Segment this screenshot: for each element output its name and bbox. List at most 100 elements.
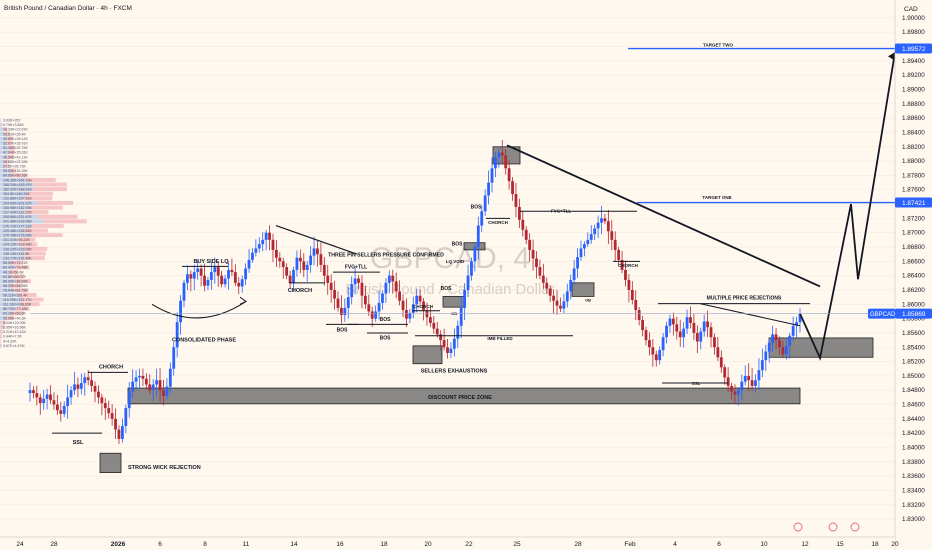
volume-profile-sell-bar (24, 210, 49, 215)
volume-profile-label: 188.24K×183.97K (3, 183, 32, 187)
candle (641, 320, 644, 331)
time-axis-background (0, 537, 895, 550)
target-one-price-tag-bg (895, 197, 932, 208)
candle (586, 239, 590, 245)
candle (203, 275, 206, 286)
current-price-tag: 1.85869 (902, 311, 926, 318)
volume-profile-sell-bar (5, 141, 13, 146)
volume-profile-buy-bar (0, 131, 6, 136)
candle (340, 307, 343, 316)
candle (470, 261, 473, 276)
volume-profile-buy-bar (0, 200, 37, 205)
volume-profile-sell-bar (4, 164, 10, 169)
candle (360, 282, 364, 296)
volume-profile-label: 176.71K×177.21K (3, 224, 32, 228)
candle (79, 383, 83, 389)
price-tick-label: 1.87600 (902, 187, 925, 194)
candle (730, 385, 733, 392)
volume-profile-buy-bar (0, 329, 1, 334)
volume-profile-sell-bar (3, 127, 8, 132)
candle (199, 268, 203, 276)
volume-profile-sell-bar (25, 246, 48, 251)
volume-profile-buy-bar (0, 205, 30, 210)
candle (658, 350, 662, 361)
candle (35, 393, 39, 398)
event-icon (850, 522, 860, 532)
target-one-price-tag: 1.87421 (902, 200, 926, 207)
volume-profile-buy-bar (0, 283, 11, 288)
candle (682, 328, 686, 338)
time-tick-label: 14 (290, 541, 298, 548)
candle (398, 291, 401, 301)
candle (613, 239, 617, 250)
candle (644, 330, 648, 341)
candle (86, 377, 90, 381)
time-tick-label: 4 (673, 541, 677, 548)
candle (517, 206, 521, 220)
candle (322, 264, 326, 276)
candle (59, 410, 63, 414)
candle (251, 252, 254, 260)
time-tick-label: 20 (424, 541, 432, 548)
candle (295, 257, 299, 270)
candle (124, 408, 128, 427)
candle (665, 325, 668, 338)
candle (189, 274, 193, 279)
candle (473, 247, 477, 262)
candle (774, 334, 778, 341)
candle (760, 360, 764, 371)
event-icon (793, 522, 803, 532)
volume-profile-sell-bar (27, 191, 54, 196)
price-tick-label: 1.88600 (902, 115, 925, 122)
volume-profile-buy-bar (0, 297, 22, 302)
candle (377, 302, 381, 312)
candle (463, 289, 467, 308)
candle (165, 386, 169, 396)
volume-profile-sell-bar (5, 131, 11, 136)
candle (627, 279, 631, 290)
volume-profile-label: 101.01K×95.22K (3, 238, 30, 242)
candle (45, 394, 49, 399)
candle (131, 381, 135, 392)
volume-profile-label: 9.24K×23.09K (3, 321, 26, 325)
candle (114, 418, 117, 430)
volume-profile-label: 204.09K×201.67K (3, 201, 32, 205)
candle (408, 312, 412, 319)
candle (292, 269, 295, 283)
candle (278, 257, 282, 262)
candle (230, 269, 234, 273)
volume-profile-sell-bar (1, 325, 5, 330)
volume-profile-label: 170.76K×176.05K (3, 234, 32, 238)
candle (333, 289, 336, 299)
currency-label: CAD (904, 6, 918, 13)
candle (668, 318, 672, 326)
candle (541, 275, 545, 283)
price-tick-label: 1.86200 (902, 287, 925, 294)
volume-profile-buy-bar (0, 315, 7, 320)
volume-profile-label: 18.33K×22.61K (3, 128, 28, 132)
volume-profile-buy-bar (0, 325, 2, 330)
candle (716, 347, 720, 358)
candle (168, 368, 172, 387)
time-tick-label: 18 (871, 541, 879, 548)
candle (494, 157, 497, 169)
volume-profile-sell-bar (31, 223, 64, 228)
candle (565, 291, 569, 302)
candle (439, 334, 443, 341)
candle (579, 248, 583, 258)
time-axis[interactable]: 24 28 2026 6 8 11 14 16 18 20 22 25 28 Feb 4 6 10 12 15 18 2… (0, 522, 899, 550)
candle (572, 268, 576, 280)
candle (497, 152, 501, 158)
time-tick-label: 6 (717, 541, 721, 548)
time-tick-label: 11 (243, 541, 250, 548)
label-ssl-left: SSL (73, 440, 84, 446)
candle (302, 261, 306, 270)
price-axis[interactable]: 1.83000 1.83200 1.83400 1.83600 1.83800 1.840… (868, 0, 932, 550)
price-tick-label: 1.88200 (902, 144, 925, 151)
candles-layer (28, 140, 802, 445)
candle (459, 307, 463, 326)
candle (740, 381, 744, 391)
candle (32, 390, 35, 394)
